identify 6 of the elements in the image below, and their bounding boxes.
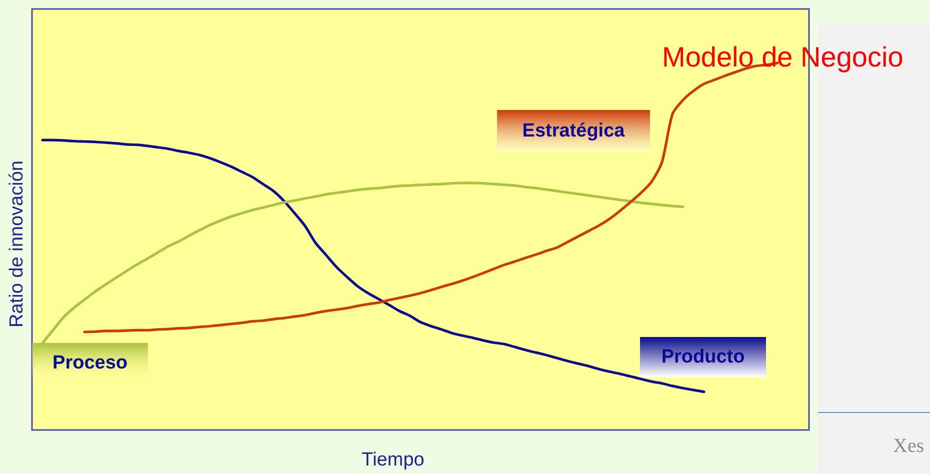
series-label: Producto: [661, 346, 745, 368]
text: Xes: [893, 435, 924, 457]
text: Estratégica: [522, 120, 626, 142]
y-axis-title: Ratio de innovación: [6, 160, 28, 328]
x-axis-title: Tiempo: [362, 450, 424, 470]
series-label: Proceso: [52, 352, 128, 374]
